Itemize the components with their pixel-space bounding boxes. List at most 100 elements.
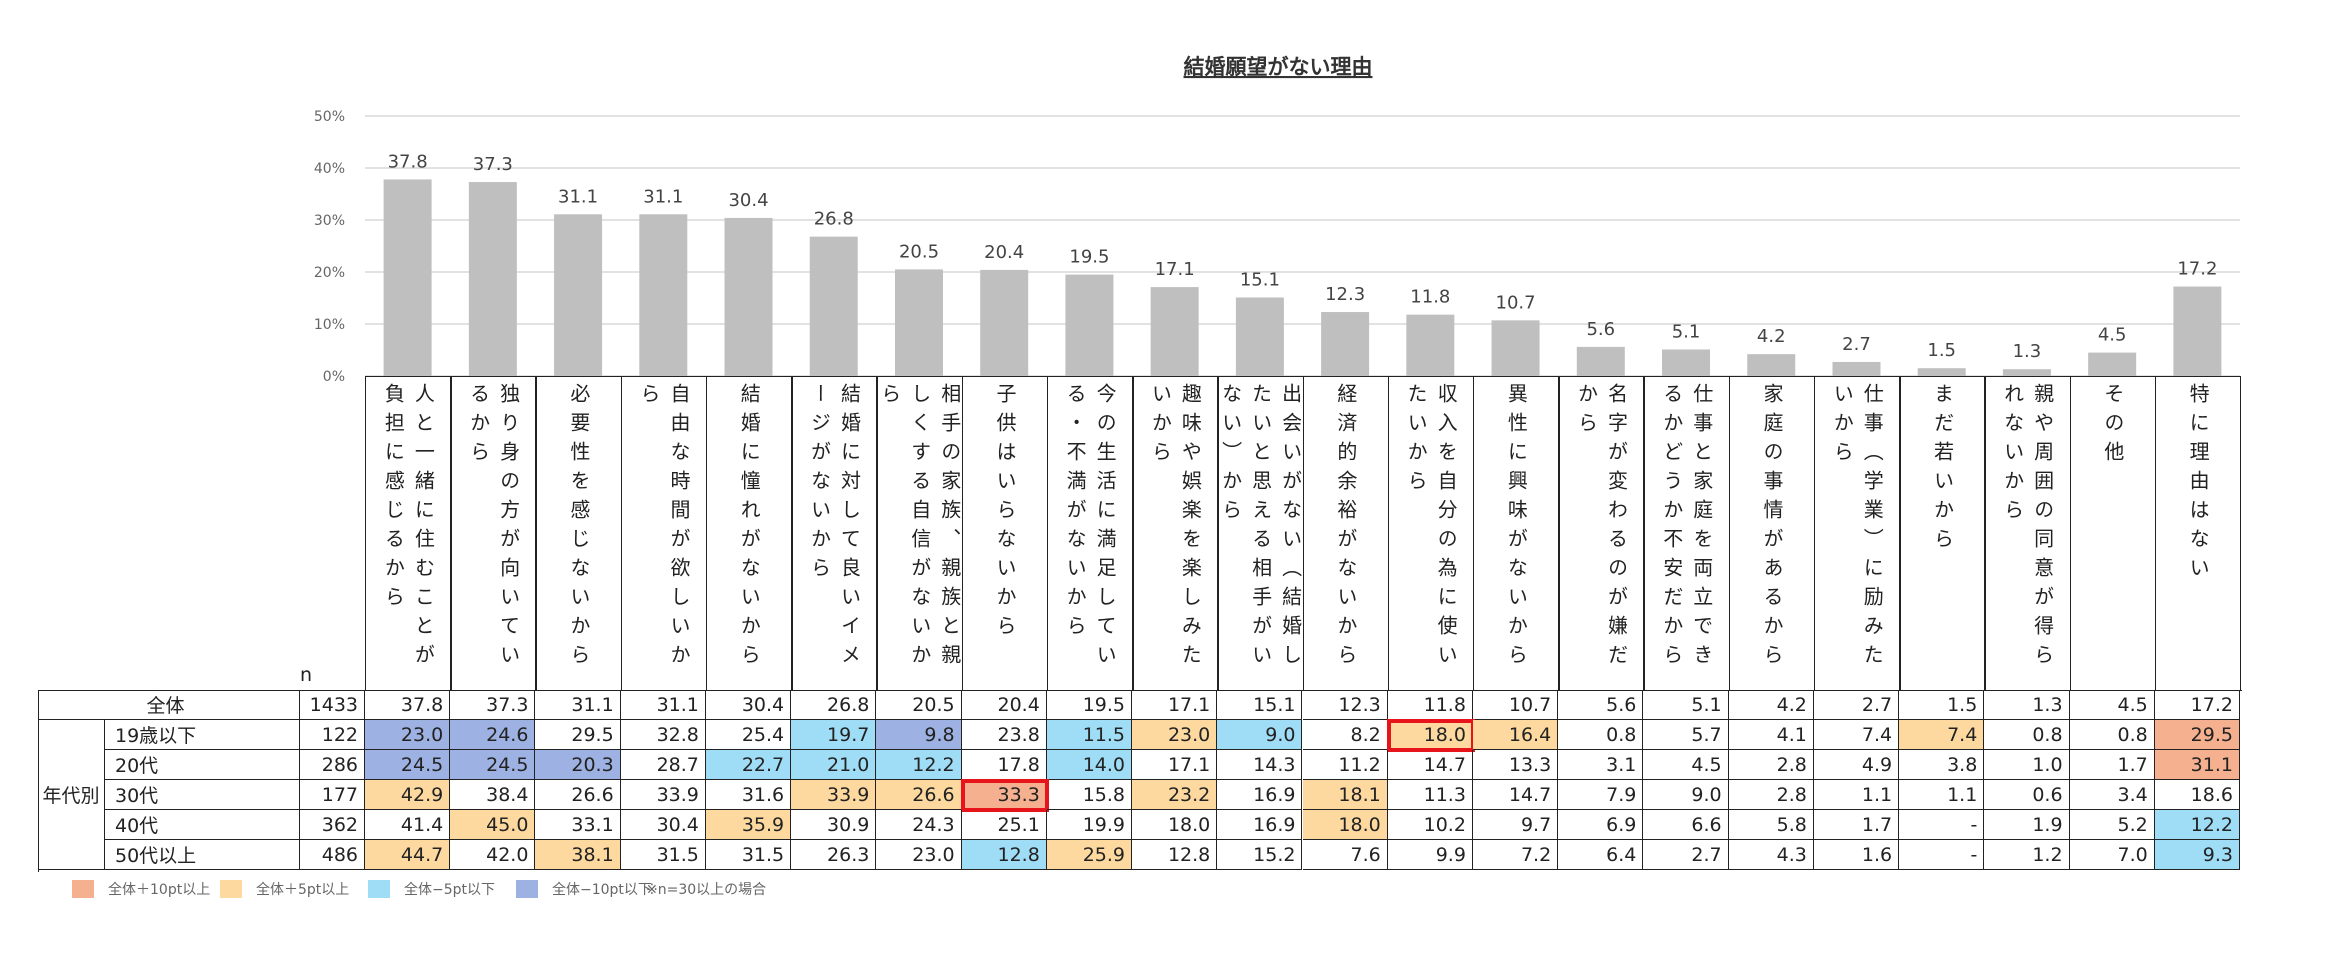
legend-swatch [220,880,242,898]
table-cell: 35.9 [705,810,792,840]
chart-title: 結婚願望がない理由 [1184,55,1373,79]
category-header: 今の生活に満足している・不満がないから [1046,376,1134,690]
table-cell: 3.8 [1899,750,1985,780]
value-label: 26.8 [814,209,854,230]
value-label: 2.7 [1842,334,1871,355]
row-label: 20代 [105,750,300,780]
bar [894,269,943,376]
y-tick-label: 40% [314,161,345,177]
table-cell: 3.4 [2069,780,2155,810]
category-label: 名字が変わるのが嫌だから [1574,383,1629,673]
value-label: 11.8 [1410,287,1450,308]
table-cell: 4.2 [1728,690,1814,720]
legend-label: 全体＋10pt以上 [108,882,211,898]
table-cell: 15.8 [1046,780,1133,810]
table-cell: 42.0 [450,840,536,870]
legend-swatch [72,880,94,898]
value-label: 1.5 [1927,340,1956,361]
value-label: 1.3 [2013,341,2042,362]
legend-note: ※n=30以上の場合 [646,882,767,898]
table-cell: 28.7 [620,750,706,780]
table-cell: 12.3 [1302,690,1388,720]
row-label: 50代以上 [105,840,300,870]
table-cell: 2.8 [1728,750,1814,780]
table-cell: 11.8 [1387,690,1473,720]
row-label: 30代 [105,780,300,810]
table-cell: 37.8 [365,690,451,720]
bar [1150,287,1199,376]
table-cell: 31.1 [535,690,621,720]
cell-outline [1386,719,1475,752]
table-cell: 12.8 [1132,840,1218,870]
table-cell: 7.9 [1558,780,1644,810]
table-cell: 26.6 [876,780,962,810]
table-cell: 19.5 [1046,690,1133,720]
table-cell: 2.8 [1728,780,1814,810]
table-cell: 1.2 [1984,840,2070,870]
category-header: 家庭の事情があるから [1728,376,1816,690]
table-cell: 17.1 [1132,690,1218,720]
table-cell: 18.6 [2154,780,2240,810]
table-cell: 11.5 [1046,720,1133,750]
category-label: 人と一緒に住むことが負担に感じるから [381,383,436,673]
table-cell: 18.0 [1132,810,1218,840]
table-cell: 29.5 [2154,720,2240,750]
table-cell: 41.4 [365,810,451,840]
table-cell: 11.3 [1387,780,1473,810]
table-cell: 31.5 [705,840,792,870]
table-cell: 5.1 [1643,690,1729,720]
value-label: 19.5 [1069,247,1109,268]
table-cell: 7.0 [2069,840,2155,870]
category-header: 趣味や娯楽を楽しみたいから [1132,376,1219,690]
category-label: 収入を自分の為に使いたいから [1404,383,1459,673]
category-header: まだ若いから [1899,376,1986,690]
bar [1917,368,1966,376]
legend-swatch [368,880,390,898]
table-cell: 17.8 [961,750,1047,780]
table-cell: 5.6 [1558,690,1644,720]
value-label: 15.1 [1240,269,1280,290]
table-cell: 1.9 [1984,810,2070,840]
table-cell: 16.9 [1217,780,1303,810]
value-label: 17.1 [1155,259,1195,280]
table-cell: 20.4 [961,690,1047,720]
table-cell: 13.3 [1472,750,1559,780]
table-cell: 30.4 [705,690,792,720]
table-cell: 17.1 [1132,750,1218,780]
table-cell: 25.4 [705,720,792,750]
table-cell: 9.9 [1387,840,1473,870]
table-cell: 31.6 [705,780,792,810]
table-cell: 1.0 [1984,750,2070,780]
value-label: 31.1 [643,186,683,207]
table-cell: 14.7 [1472,780,1559,810]
bar [1576,346,1625,376]
category-label: 親や周囲の同意が得られないから [2000,383,2055,673]
legend-swatch [516,880,538,898]
table-cell: 24.5 [450,750,536,780]
bar [383,179,432,376]
table-cell: 23.0 [365,720,451,750]
value-label: 31.1 [558,186,598,207]
category-header: 経済的余裕がないから [1302,376,1390,690]
table-cell: 19.7 [791,720,877,750]
value-label: 20.4 [984,242,1024,263]
table-border [38,690,2242,872]
bar [724,217,773,376]
value-label: 30.4 [728,190,768,211]
bar [980,269,1029,376]
table-cell: 44.7 [365,840,451,870]
legend-label: 全体−5pt以下 [404,882,496,898]
table-cell: 2.7 [1643,840,1729,870]
bar [1321,312,1370,376]
bar [1065,274,1114,376]
table-cell: 1.7 [2069,750,2155,780]
table-cell: 26.6 [535,780,621,810]
table-cell: 5.2 [2069,810,2155,840]
table-cell: 25.9 [1046,840,1133,870]
table-cell: 42.9 [365,780,451,810]
category-header: 結婚に対して良いイメージがないから [791,376,878,690]
table-cell: 16.9 [1217,810,1303,840]
table-cell: 19.9 [1046,810,1133,840]
table-cell: 15.1 [1217,690,1303,720]
table-cell: 32.8 [620,720,706,750]
